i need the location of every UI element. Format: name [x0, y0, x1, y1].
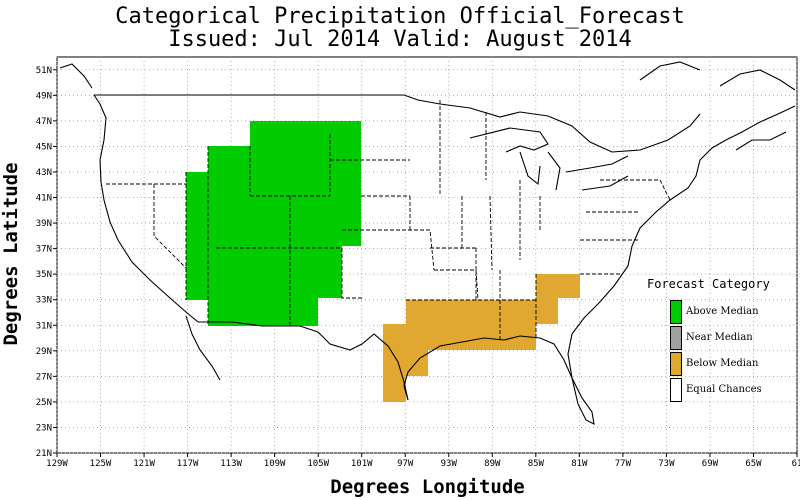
- x-tick-label: 89W: [484, 459, 501, 469]
- legend-item-label: Equal Chances: [686, 384, 762, 395]
- y-tick-label: 47N: [36, 117, 52, 127]
- x-tick-label: 105W: [307, 459, 329, 469]
- y-tick-label: 43N: [36, 168, 52, 178]
- y-tick-label: 27N: [36, 372, 52, 382]
- above-median-region: [186, 121, 361, 326]
- x-tick-label: 77W: [615, 459, 632, 469]
- x-tick-label: 125W: [90, 459, 112, 469]
- x-tick-label: 81W: [571, 459, 588, 469]
- x-tick-label: 85W: [528, 459, 545, 469]
- legend-swatch: [670, 326, 682, 350]
- x-tick-label: 73W: [658, 459, 675, 469]
- y-tick-label: 33N: [36, 296, 52, 306]
- legend-item-label: Below Median: [686, 358, 759, 369]
- y-tick-label: 51N: [36, 66, 52, 76]
- canada-border: [94, 94, 701, 153]
- y-tick-label: 49N: [36, 91, 52, 101]
- map-title: Categorical Precipitation Official_Forec…: [115, 4, 685, 29]
- x-tick-label: 69W: [702, 459, 719, 469]
- pacific-coast: [93, 94, 199, 323]
- legend-item-label: Near Median: [686, 332, 753, 343]
- x-tick-label: 129W: [46, 459, 68, 469]
- above-median-area: [186, 121, 361, 326]
- y-tick-label: 41N: [36, 194, 52, 204]
- legend-swatch: [670, 300, 682, 324]
- x-tick-label: 93W: [441, 459, 458, 469]
- y-tick-label: 29N: [36, 347, 52, 357]
- state-borders: [106, 100, 671, 340]
- axis-ticks: 129W 125W 121W 117W 113W 109W 105W 101W 97W 93W 89…: [36, 66, 800, 469]
- baja-coast: [185, 315, 221, 381]
- legend-swatch: [670, 378, 682, 402]
- legend-title: Forecast Category: [647, 277, 770, 291]
- x-tick-label: 65W: [745, 459, 762, 469]
- legend-swatch: [670, 352, 682, 376]
- y-tick-label: 21N: [36, 449, 52, 459]
- map-subtitle: Issued: Jul 2014 Valid: August 2014: [168, 27, 632, 52]
- y-axis-label: Degrees Latitude: [0, 162, 22, 346]
- x-axis-label: Degrees Longitude: [330, 476, 525, 498]
- y-tick-label: 31N: [36, 321, 52, 331]
- x-tick-label: 97W: [397, 459, 414, 469]
- y-tick-label: 39N: [36, 219, 52, 229]
- y-tick-label: 23N: [36, 423, 52, 433]
- canada-coast: [59, 61, 796, 151]
- map-outlines: [59, 61, 796, 425]
- x-tick-label: 113W: [220, 459, 242, 469]
- y-tick-label: 25N: [36, 398, 52, 408]
- y-tick-label: 37N: [36, 245, 52, 255]
- y-tick-label: 35N: [36, 270, 52, 280]
- state-border-lines: [106, 100, 671, 340]
- x-tick-label: 101W: [351, 459, 373, 469]
- great-lakes: [469, 127, 629, 191]
- gulf-coast: [403, 335, 595, 425]
- y-tick-label: 45N: [36, 142, 52, 152]
- mexico-border: [198, 321, 409, 401]
- x-tick-label: 61: [792, 459, 800, 469]
- x-tick-label: 109W: [264, 459, 286, 469]
- legend-item-label: Above Median: [686, 306, 759, 317]
- x-tick-label: 121W: [133, 459, 155, 469]
- atlantic-coast: [567, 105, 796, 405]
- x-tick-label: 117W: [177, 459, 199, 469]
